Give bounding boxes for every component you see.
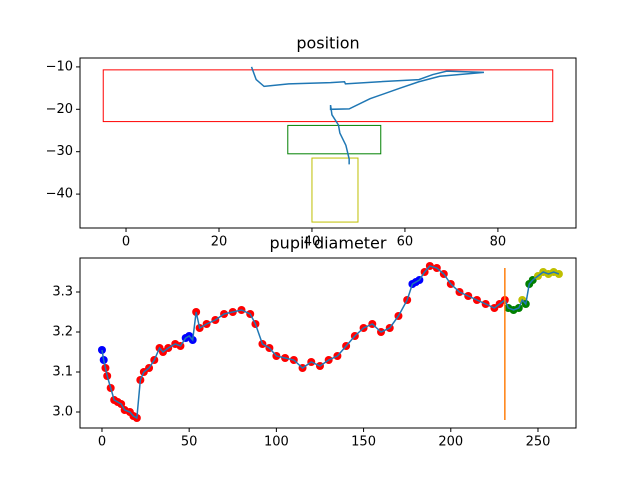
y-tick-label: 3.1 bbox=[52, 365, 73, 380]
y-tick-label: 3.2 bbox=[52, 325, 73, 340]
axes-frame bbox=[79, 57, 577, 229]
series-line bbox=[101, 265, 560, 420]
axes-frame bbox=[79, 257, 577, 429]
x-tick-label: 60 bbox=[397, 235, 414, 250]
y-tick-label: −20 bbox=[46, 102, 73, 117]
x-tick-label: 0 bbox=[122, 235, 130, 250]
x-tick-label: 100 bbox=[264, 435, 289, 450]
y-tick-label: 3.3 bbox=[52, 285, 73, 300]
chart-title: pupil diameter bbox=[270, 234, 387, 253]
chart-title: position bbox=[296, 34, 359, 53]
x-tick-label: 40 bbox=[304, 235, 321, 250]
x-tick-label: 150 bbox=[351, 435, 376, 450]
x-tick-label: 50 bbox=[181, 435, 198, 450]
region-box bbox=[102, 69, 554, 123]
region-box bbox=[311, 157, 359, 223]
y-tick-label: 3.0 bbox=[52, 405, 73, 420]
series-line bbox=[250, 66, 485, 165]
region-box bbox=[287, 124, 382, 155]
x-tick-label: 250 bbox=[526, 435, 551, 450]
x-tick-label: 200 bbox=[438, 435, 463, 450]
y-tick-label: −30 bbox=[46, 144, 73, 159]
x-tick-label: 0 bbox=[98, 435, 106, 450]
y-tick-label: −10 bbox=[46, 59, 73, 74]
x-tick-label: 80 bbox=[490, 235, 507, 250]
y-tick-label: −40 bbox=[46, 187, 73, 202]
x-tick-label: 20 bbox=[211, 235, 228, 250]
